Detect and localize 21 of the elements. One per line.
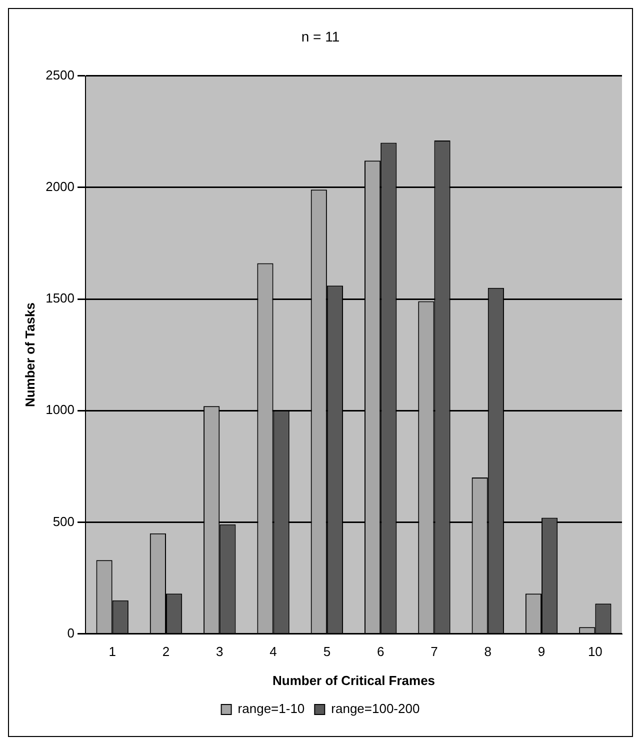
legend-label: range=1-10 (238, 701, 305, 716)
legend-label: range=100-200 (331, 701, 420, 716)
x-tick-label: 5 (323, 644, 331, 660)
y-tick-label: 2500 (46, 67, 75, 82)
x-axis-title: Number of Critical Frames (272, 672, 436, 688)
x-tick-label: 3 (216, 644, 224, 660)
x-tick-label: 4 (270, 644, 277, 660)
x-tick-label: 9 (538, 644, 546, 660)
y-axis-title: Number of Tasks (22, 302, 38, 408)
y-tick-label: 2000 (46, 178, 75, 194)
y-tick-label: 1000 (46, 402, 75, 418)
x-tick-label: 10 (588, 644, 602, 660)
x-tick-label: 6 (376, 644, 384, 660)
y-tick-label: 0 (67, 625, 75, 640)
chart-title: n = 11 (301, 28, 340, 44)
y-tick-label: 1500 (46, 290, 75, 306)
x-tick-label: 1 (108, 644, 116, 660)
y-tick-label: 500 (52, 514, 75, 529)
x-tick-label: 7 (430, 644, 438, 660)
x-tick-label: 2 (162, 644, 170, 660)
x-tick-label: 8 (484, 644, 492, 660)
